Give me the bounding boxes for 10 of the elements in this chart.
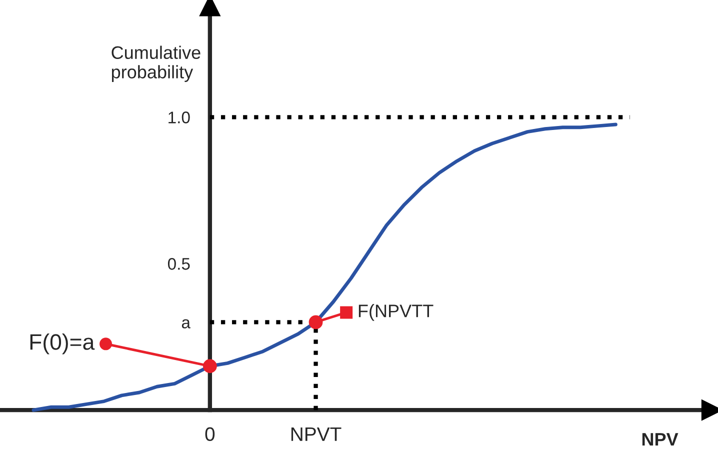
x-tick-label: 0	[205, 427, 215, 442]
line-series	[32, 122, 618, 412]
y-tick-label: a	[182, 319, 190, 328]
y-axis-title: Cumulative probability	[112, 46, 200, 82]
annotation: F(NPVTT	[358, 304, 434, 321]
x-tick-label: NPVT	[291, 427, 342, 441]
x-axis-title: NPV	[642, 433, 678, 446]
y-tick-label: 0.5	[168, 258, 190, 270]
annotation: F(0)=a	[30, 334, 95, 354]
y-tick-label: 1.0	[168, 112, 190, 124]
